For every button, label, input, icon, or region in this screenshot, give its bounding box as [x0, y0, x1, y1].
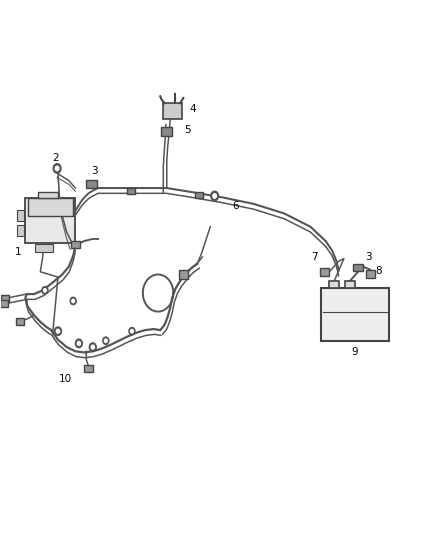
Text: 9: 9 — [351, 347, 358, 357]
Circle shape — [75, 339, 82, 348]
Circle shape — [43, 289, 46, 292]
Bar — [71, 240, 80, 248]
Bar — [163, 103, 182, 119]
Circle shape — [57, 329, 60, 333]
Circle shape — [91, 345, 94, 349]
Text: 2: 2 — [53, 153, 59, 163]
Bar — [179, 270, 188, 279]
Text: 1: 1 — [14, 247, 21, 257]
Text: 6: 6 — [232, 201, 239, 211]
Bar — [321, 288, 389, 341]
Circle shape — [70, 297, 76, 305]
Bar — [353, 264, 364, 271]
Circle shape — [55, 166, 59, 171]
Circle shape — [89, 343, 96, 351]
Circle shape — [77, 342, 81, 345]
Bar — [366, 270, 375, 278]
Bar — [1, 295, 9, 302]
Circle shape — [213, 194, 216, 198]
Circle shape — [72, 300, 74, 303]
Circle shape — [53, 164, 61, 173]
Bar — [18, 210, 25, 221]
Bar — [0, 300, 8, 308]
Bar — [86, 181, 97, 188]
Bar — [84, 365, 93, 372]
Bar — [18, 224, 25, 236]
Text: 3: 3 — [91, 166, 97, 176]
Bar — [38, 192, 58, 198]
Bar — [25, 198, 75, 243]
Text: 3: 3 — [365, 252, 371, 262]
Bar — [320, 268, 328, 276]
Bar — [345, 281, 355, 288]
Text: 10: 10 — [59, 374, 72, 384]
Bar — [161, 127, 172, 135]
Text: 5: 5 — [184, 125, 191, 135]
Bar — [195, 192, 203, 198]
Circle shape — [129, 327, 135, 335]
Text: 4: 4 — [189, 104, 196, 114]
Circle shape — [105, 339, 107, 342]
Circle shape — [103, 337, 109, 344]
Text: 7: 7 — [311, 252, 318, 262]
Text: 8: 8 — [376, 266, 382, 276]
Bar — [329, 281, 339, 288]
Circle shape — [211, 191, 219, 201]
Bar — [16, 318, 24, 325]
Bar — [35, 244, 53, 252]
Circle shape — [42, 287, 48, 294]
Circle shape — [54, 327, 61, 335]
Bar — [127, 188, 135, 193]
Bar — [28, 198, 73, 216]
Circle shape — [131, 329, 133, 333]
